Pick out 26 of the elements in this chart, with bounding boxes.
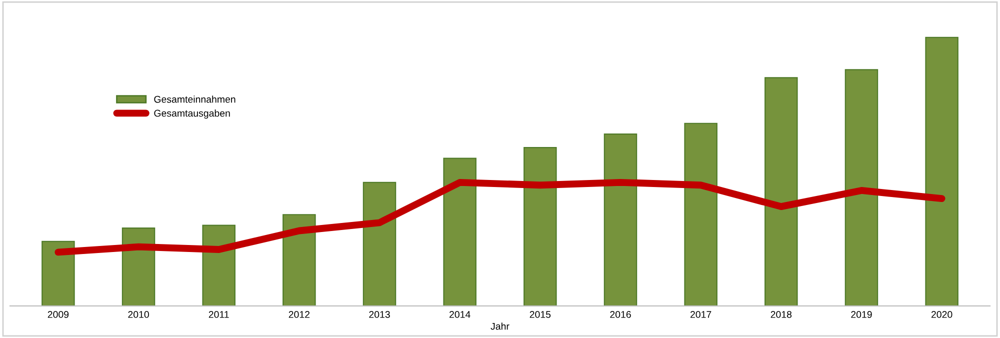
bar bbox=[764, 77, 798, 306]
x-tick-label: 2009 bbox=[48, 311, 69, 318]
bar bbox=[844, 69, 878, 306]
bar bbox=[524, 146, 557, 306]
bar bbox=[42, 240, 75, 306]
bar bbox=[443, 158, 476, 306]
x-tick-label: 2016 bbox=[610, 311, 631, 318]
x-tick-label: 2014 bbox=[450, 311, 470, 318]
x-tick-label: 2011 bbox=[208, 311, 229, 318]
legend-label: Gesamteinnahmen bbox=[154, 96, 236, 103]
bar bbox=[202, 224, 236, 306]
legend-label: Gesamtausgaben bbox=[154, 110, 230, 119]
x-axis-title: Jahr bbox=[490, 322, 510, 330]
x-tick-label: 2015 bbox=[530, 311, 551, 318]
bar bbox=[604, 134, 638, 306]
bar bbox=[684, 122, 718, 306]
bar bbox=[362, 182, 396, 306]
x-tick-label: 2010 bbox=[128, 311, 149, 318]
x-tick-label: 2019 bbox=[851, 311, 872, 318]
x-tick-label: 2020 bbox=[931, 311, 952, 318]
bar bbox=[282, 214, 316, 306]
x-tick-label: 2012 bbox=[288, 311, 310, 318]
bar bbox=[925, 36, 958, 306]
x-tick-label: 2013 bbox=[369, 311, 390, 318]
x-tick-label: 2018 bbox=[770, 311, 792, 318]
x-tick-label: 2017 bbox=[690, 311, 712, 318]
